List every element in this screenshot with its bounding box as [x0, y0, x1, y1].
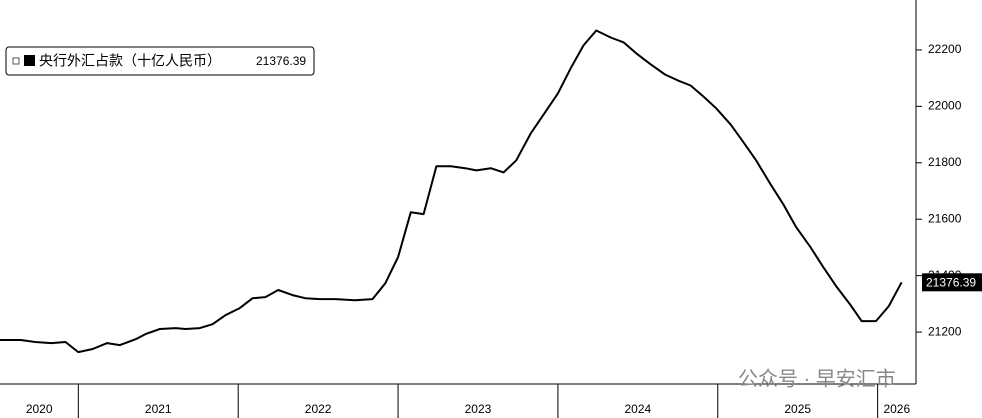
legend-swatch: [24, 55, 35, 66]
y-tick-label: 21600: [928, 211, 962, 225]
watermark: 公众号 · 早安汇市: [738, 367, 896, 390]
legend: 央行外汇占款（十亿人民币） 21376.39: [5, 46, 315, 76]
x-tick-label: 2025: [784, 402, 811, 416]
legend-icon-frame: [12, 57, 20, 65]
legend-value: 21376.39: [256, 54, 306, 68]
x-tick-label: 2021: [145, 402, 172, 416]
y-tick-label: 22000: [928, 99, 962, 113]
x-tick-label: 2022: [305, 402, 332, 416]
y-tick-label: 21800: [928, 155, 962, 169]
y-tick-label: 22200: [928, 42, 962, 56]
y-tick-label: 21200: [928, 324, 962, 338]
last-value-label: 21376.39: [926, 275, 976, 289]
x-tick-label: 2026: [883, 402, 910, 416]
x-tick-label: 2024: [624, 402, 651, 416]
legend-box: [5, 46, 315, 76]
x-tick-label: 2023: [465, 402, 492, 416]
last-value-box: [922, 273, 982, 292]
x-tick-label: 2020: [26, 402, 53, 416]
legend-label: 央行外汇占款（十亿人民币）: [39, 53, 221, 69]
series-line: [0, 29, 903, 354]
